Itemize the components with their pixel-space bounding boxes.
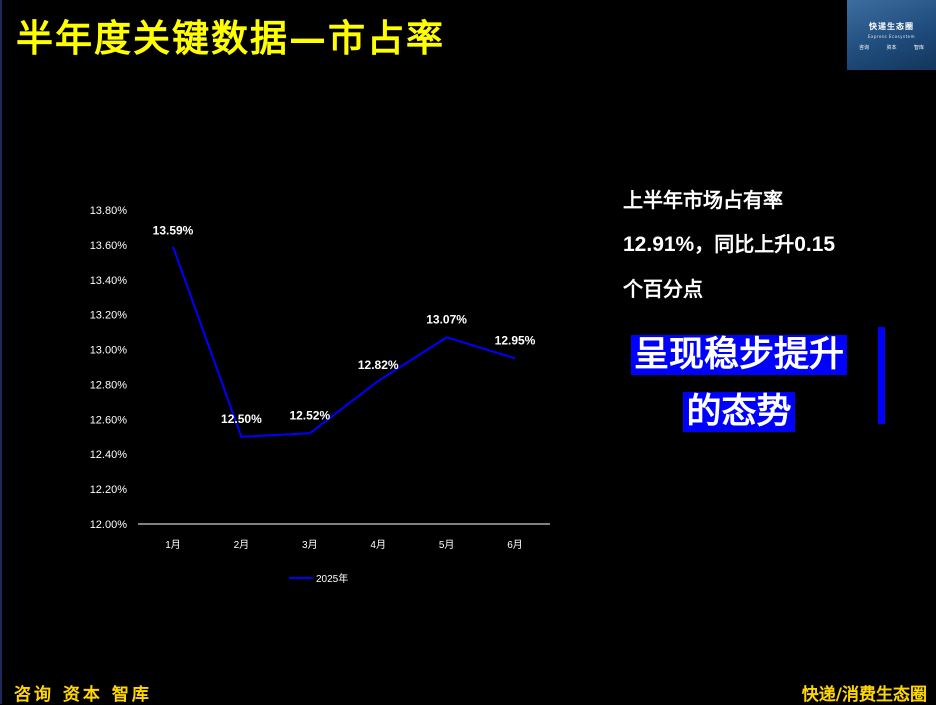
summary-yoy-text: ，同比上升 [694,232,795,256]
x-tick-label: 2月 [234,539,250,551]
summary-line-2: 12.91%，同比上升0.15 [623,222,835,267]
logo-tag: 智库 [913,45,924,51]
brand-logo: 快递生态圈 Express Ecosystem 咨询 资本 智库 [847,0,936,70]
logo-name: 快递生态圈 [869,22,914,31]
y-tick-label: 13.80% [90,205,128,217]
y-tick-label: 12.80% [90,379,128,391]
data-label: 12.50% [221,412,262,426]
data-label: 13.59% [153,224,194,238]
series-line [172,246,516,438]
footer-brand: 快递/消费生态圈 [801,685,927,705]
logo-tags: 咨询 资本 智库 [859,44,924,51]
y-tick-label: 12.60% [90,414,128,426]
left-edge-rule [0,0,2,704]
data-label: 12.95% [495,333,536,347]
page-title: 半年度关键数据—市占率 [16,16,445,60]
summary-share-value: 12.91% [623,233,695,256]
y-tick-label: 13.20% [90,310,128,322]
y-tick-label: 12.20% [90,484,128,496]
summary-delta-value: 0.15 [794,233,836,256]
y-tick-label: 13.60% [90,240,128,252]
summary-line-1: 上半年市场占有率 [623,188,783,212]
data-label: 13.07% [426,312,467,326]
emphasis-line-2: 的态势 [683,392,795,432]
data-label: 12.82% [358,358,399,372]
y-tick-label: 12.40% [90,449,128,461]
logo-subtitle: Express Ecosystem [867,34,916,39]
logo-tag: 资本 [886,45,897,51]
legend-label: 2025年 [316,572,348,585]
x-tick-label: 5月 [439,539,455,551]
y-tick-label: 13.40% [90,275,128,287]
summary-line-3: 个百分点 [623,277,703,301]
emphasis-accent-bar [878,327,885,424]
x-tick-label: 3月 [302,539,318,551]
emphasis-line-1: 呈现稳步提升 [630,335,847,375]
data-label: 12.52% [289,408,330,422]
x-tick-label: 4月 [370,539,386,551]
x-tick-label: 1月 [165,539,181,551]
y-tick-label: 12.00% [90,519,128,531]
summary-text: 上半年市场占有率 12.91%，同比上升0.15 个百分点 [623,178,835,311]
footer-tagline: 咨询 资本 智库 [14,685,152,705]
x-tick-label: 6月 [507,539,523,551]
logo-tag: 咨询 [859,45,870,51]
y-tick-label: 13.00% [90,345,128,357]
emphasis-callout: 呈现稳步提升 的态势 [602,327,876,441]
